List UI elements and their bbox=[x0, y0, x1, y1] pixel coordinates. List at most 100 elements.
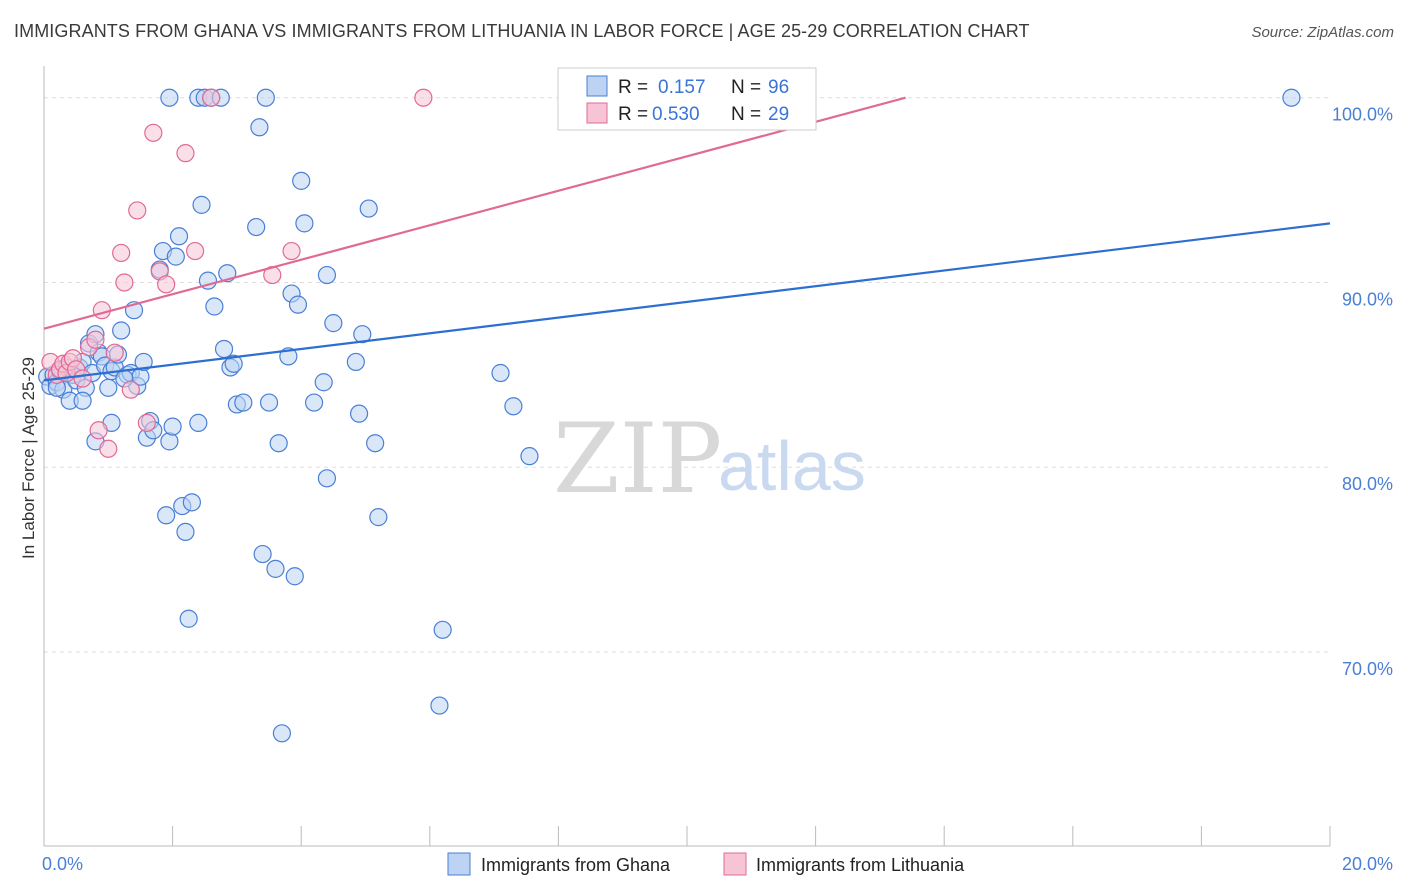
ghana-point bbox=[169, 227, 189, 246]
ghana-point bbox=[134, 352, 153, 372]
ghana-point bbox=[491, 363, 510, 383]
watermark: ZIP atlas bbox=[553, 403, 866, 515]
legend-swatch-blue bbox=[586, 75, 608, 97]
legend-n-value-2: 29 bbox=[768, 104, 789, 125]
ghana-point bbox=[366, 434, 385, 453]
ghana-point bbox=[266, 559, 285, 578]
gridlines bbox=[44, 97, 1330, 653]
lithuania-point bbox=[89, 421, 108, 440]
lithuania-point bbox=[92, 301, 111, 320]
ghana-point bbox=[205, 297, 224, 316]
ghana-point bbox=[73, 391, 92, 410]
lithuania-point bbox=[112, 243, 131, 263]
lithuania-point bbox=[128, 201, 147, 220]
legend-box: R = 0.157 N = 96 R = 0.530 N = 29 bbox=[557, 67, 817, 131]
y-axis-label: In Labor Force | Age 25-29 bbox=[19, 357, 38, 559]
ghana-point bbox=[250, 118, 269, 137]
legend-r-label-2: R = bbox=[618, 104, 648, 125]
ghana-point bbox=[272, 724, 292, 743]
lithuania-point bbox=[144, 123, 163, 142]
axes bbox=[43, 66, 1331, 847]
legend-swatch-pink bbox=[586, 102, 608, 124]
ghana-point bbox=[292, 171, 311, 190]
lithuania-point bbox=[282, 241, 301, 261]
ghana-point bbox=[369, 508, 388, 527]
chart-title: IMMIGRANTS FROM GHANA VS IMMIGRANTS FROM… bbox=[14, 21, 1030, 41]
ghana-point bbox=[288, 295, 308, 314]
lithuania-point bbox=[121, 380, 140, 399]
ghana-point bbox=[157, 506, 176, 525]
lithuania-point bbox=[86, 330, 105, 349]
ghana-point bbox=[224, 354, 243, 373]
ghana-point bbox=[430, 696, 449, 715]
ghana-point bbox=[504, 397, 523, 416]
trend-lines bbox=[43, 96, 1331, 382]
ghana-point bbox=[253, 544, 272, 564]
y-tick-label: 80.0% bbox=[1342, 474, 1393, 494]
ghana-point bbox=[234, 393, 253, 412]
ghana-point bbox=[295, 214, 314, 233]
ghana-point bbox=[259, 393, 279, 412]
x-tick-label: 0.0% bbox=[42, 854, 83, 874]
lithuania-point bbox=[73, 369, 92, 388]
ghana-point bbox=[349, 404, 369, 423]
y-tick-label: 70.0% bbox=[1342, 659, 1393, 679]
legend-n-label-2: N = bbox=[731, 104, 761, 125]
ghana-point bbox=[214, 339, 234, 359]
bottom-legend: Immigrants from Ghana Immigrants from Li… bbox=[447, 852, 965, 876]
ghana-point bbox=[433, 620, 452, 639]
ghana-point bbox=[166, 247, 185, 266]
ghana-point bbox=[304, 393, 324, 412]
lithuania-point bbox=[99, 439, 118, 458]
ghana-point bbox=[324, 314, 343, 333]
lithuania-point bbox=[414, 88, 433, 107]
ghana-trend-line bbox=[43, 222, 1331, 382]
ghana-point bbox=[314, 373, 333, 392]
y-tick-labels: 100.0% 90.0% 80.0% 70.0% bbox=[1332, 105, 1393, 679]
lithuania-point bbox=[176, 144, 195, 163]
ghana-point bbox=[189, 413, 208, 432]
bottom-legend-swatch-ghana bbox=[447, 852, 471, 876]
ghana-point bbox=[182, 493, 201, 512]
ghana-point bbox=[179, 609, 198, 628]
lithuania-point bbox=[202, 88, 221, 107]
ghana-point bbox=[359, 199, 378, 218]
legend-r-value-2: 0.530 bbox=[652, 104, 700, 125]
legend-r-value-1: 0.157 bbox=[658, 77, 706, 98]
ghana-point bbox=[346, 352, 365, 372]
ghana-point bbox=[247, 217, 266, 237]
bottom-legend-swatch-lithuania bbox=[723, 852, 747, 876]
ghana-point bbox=[317, 469, 337, 488]
ghana-point bbox=[163, 417, 182, 436]
ghana-point bbox=[353, 325, 372, 344]
ghana-point bbox=[160, 432, 179, 451]
ghana-point bbox=[256, 88, 275, 107]
ghana-point bbox=[112, 321, 131, 340]
lithuania-point bbox=[157, 275, 176, 294]
legend-r-label-1: R = bbox=[618, 77, 648, 98]
legend-n-value-1: 96 bbox=[768, 77, 789, 98]
watermark-zip: ZIP bbox=[553, 403, 722, 515]
legend-n-label-1: N = bbox=[731, 77, 761, 98]
source-credit: Source: ZipAtlas.com bbox=[1251, 24, 1394, 41]
ghana-point bbox=[176, 522, 195, 542]
ghana-point bbox=[269, 434, 288, 453]
y-tick-label: 100.0% bbox=[1332, 105, 1393, 125]
y-tick-label: 90.0% bbox=[1342, 289, 1393, 309]
lithuania-point bbox=[115, 273, 134, 292]
lithuania-point bbox=[105, 343, 124, 362]
ghana-point bbox=[160, 88, 179, 107]
ghana-point bbox=[192, 195, 211, 214]
ghana-point bbox=[1282, 88, 1301, 107]
x-tick-labels: 0.0% 20.0% bbox=[42, 854, 1393, 874]
ghana-point bbox=[520, 447, 539, 466]
ghana-point bbox=[99, 378, 118, 397]
lithuania-trend-line bbox=[43, 96, 906, 330]
ghana-point bbox=[285, 567, 304, 586]
watermark-atlas: atlas bbox=[718, 427, 866, 505]
ghana-point bbox=[317, 265, 337, 285]
bottom-legend-label-lithuania: Immigrants from Lithuania bbox=[756, 855, 965, 875]
lithuania-point bbox=[186, 241, 205, 261]
bottom-legend-label-ghana: Immigrants from Ghana bbox=[481, 855, 671, 875]
